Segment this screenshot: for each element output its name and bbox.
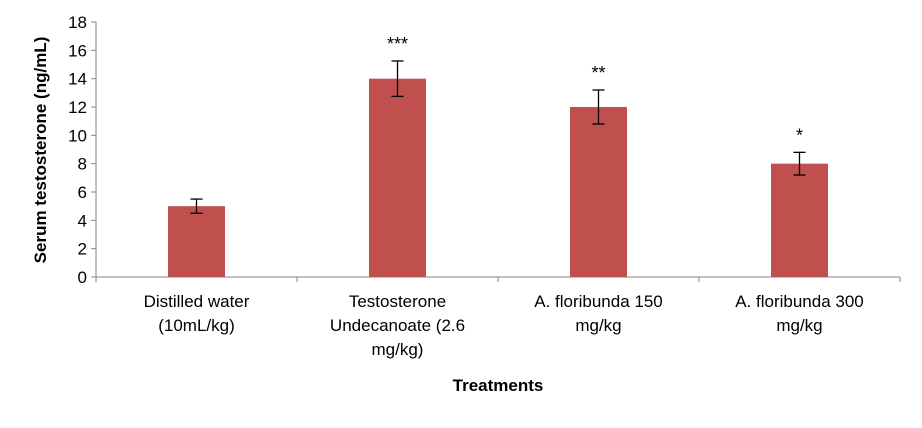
- significance-label: ***: [387, 34, 408, 54]
- y-tick-label: 10: [68, 126, 87, 145]
- y-tick-label: 8: [78, 155, 87, 174]
- significance-label: **: [591, 63, 605, 83]
- x-tick-label: (10mL/kg): [158, 316, 235, 335]
- x-tick-label: mg/kg: [776, 316, 822, 335]
- x-tick-label: A. floribunda 300: [735, 292, 864, 311]
- y-tick-label: 4: [78, 211, 87, 230]
- y-tick-label: 2: [78, 240, 87, 259]
- x-tick-label: Undecanoate (2.6: [330, 316, 465, 335]
- x-tick-label: Distilled water: [144, 292, 250, 311]
- x-tick-label: mg/kg): [372, 340, 424, 359]
- x-tick-label: mg/kg: [575, 316, 621, 335]
- bar: [369, 78, 426, 278]
- y-tick-label: 6: [78, 183, 87, 202]
- y-tick-label: 12: [68, 98, 87, 117]
- y-tick-label: 0: [78, 268, 87, 287]
- bar: [168, 206, 225, 277]
- y-axis-title: Serum testosterone (ng/mL): [31, 37, 50, 264]
- x-tick-label: Testosterone: [349, 292, 446, 311]
- x-tick-label: A. floribunda 150: [534, 292, 663, 311]
- bar: [771, 163, 828, 277]
- x-axis-title: Treatments: [453, 376, 544, 395]
- y-tick-label: 14: [68, 70, 87, 89]
- y-tick-label: 18: [68, 13, 87, 32]
- significance-label: *: [796, 125, 803, 145]
- y-tick-label: 16: [68, 41, 87, 60]
- bar: [570, 107, 627, 277]
